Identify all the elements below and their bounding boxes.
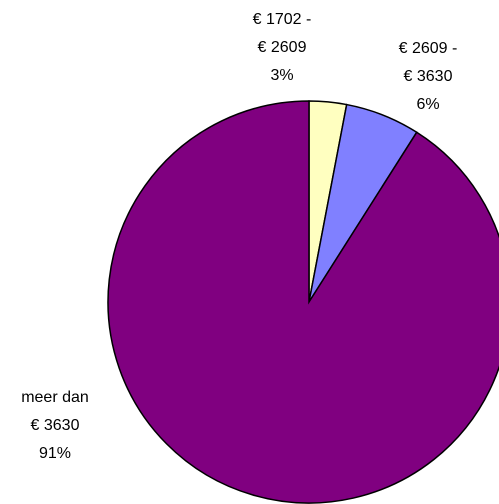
label-line: € 2609 - (399, 40, 458, 57)
label-line: 91% (39, 445, 71, 462)
label-line: € 3630 (31, 417, 80, 434)
label-line: € 2609 (258, 39, 307, 56)
label-line: € 3630 (404, 68, 453, 85)
pie-slice (107, 100, 499, 504)
slice-label: € 1702 - € 2609 3% (253, 11, 312, 84)
label-line: € 1702 - (253, 11, 312, 28)
slice-label: meer dan € 3630 91% (21, 389, 89, 462)
label-line: 6% (416, 96, 439, 113)
label-line: 3% (270, 67, 293, 84)
label-line: meer dan (21, 389, 89, 406)
slice-label: € 2609 - € 3630 6% (399, 40, 458, 113)
